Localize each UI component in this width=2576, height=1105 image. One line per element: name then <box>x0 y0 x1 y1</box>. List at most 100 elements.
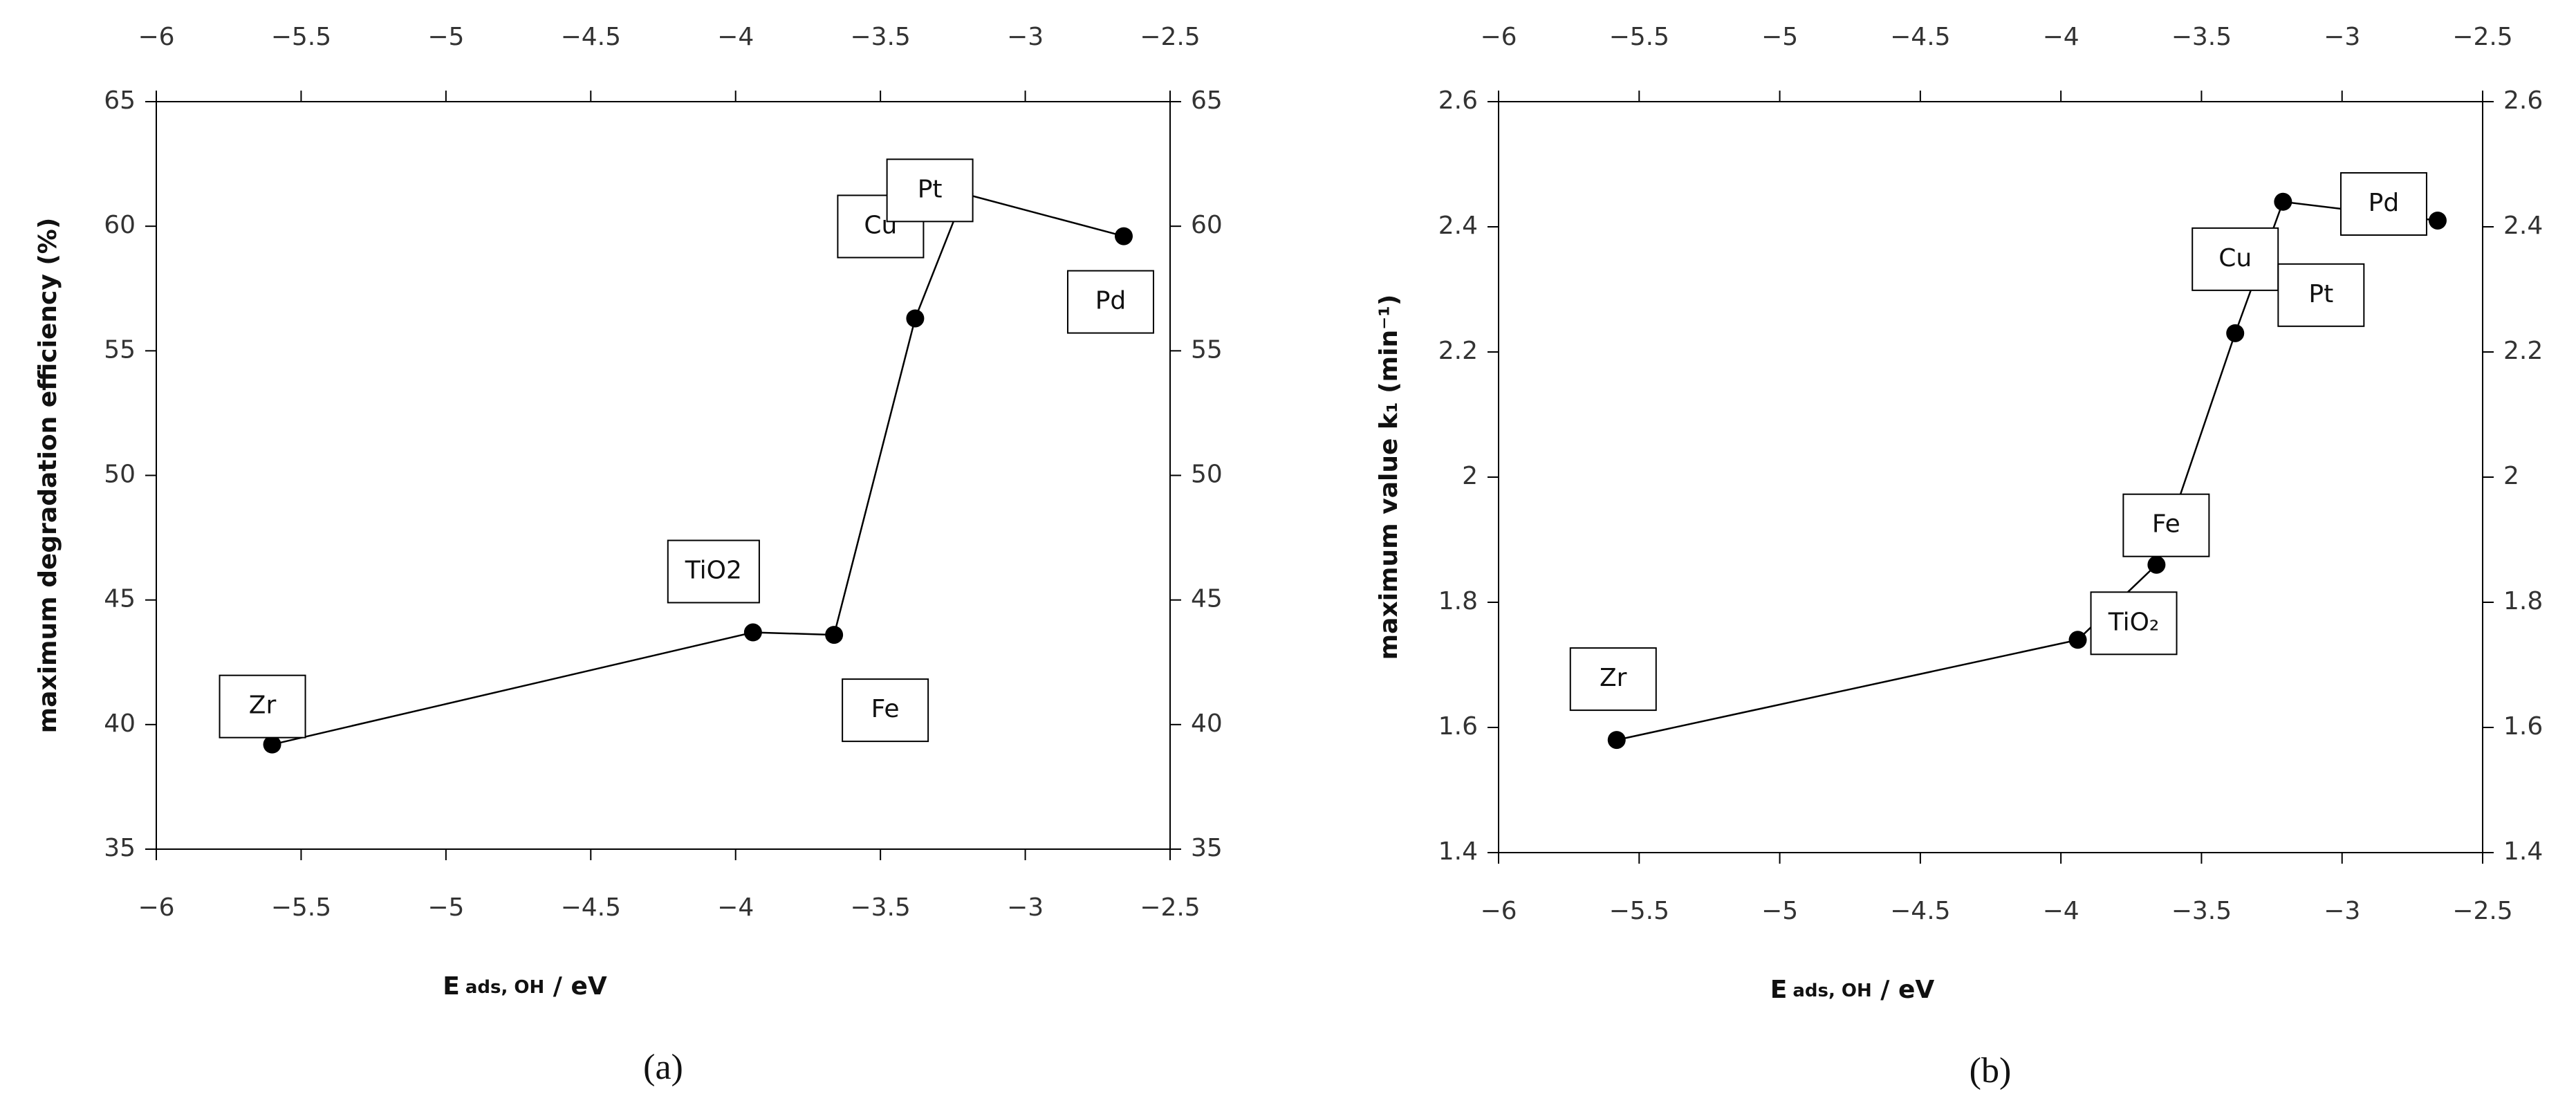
x-tick-label: −3 <box>1007 893 1044 922</box>
data-line <box>272 192 1124 745</box>
y-tick-label-right: 45 <box>1191 585 1223 613</box>
y-axis-label: maximum value k₁ (min⁻¹) <box>1375 295 1403 660</box>
y-tick-label: 65 <box>104 86 136 115</box>
point-label: Pt <box>918 175 943 203</box>
y-tick-label-right: 2 <box>2503 462 2519 490</box>
point-label: TiO2 <box>685 557 742 585</box>
x-tick-label: −2.5 <box>2452 897 2512 925</box>
plot-frame <box>156 101 1171 850</box>
panel-label: (b) <box>1970 1051 2012 1090</box>
x-axis-label-part: E <box>443 972 460 1001</box>
x-tick-label-top: −2.5 <box>1140 23 1200 51</box>
data-line <box>1616 201 2438 741</box>
label-box <box>219 674 306 739</box>
x-tick-label-top: −4.5 <box>561 23 621 51</box>
y-tick-label-right: 40 <box>1191 709 1223 738</box>
x-tick-label: −5.5 <box>1609 897 1669 925</box>
y-tick-label: 40 <box>104 709 136 738</box>
label-box <box>886 158 974 223</box>
data-point <box>2274 192 2292 211</box>
x-tick-label: −4.5 <box>1890 897 1950 925</box>
point-label: TiO₂ <box>2108 608 2160 636</box>
label-box <box>2122 493 2210 557</box>
x-tick-label-top: −4 <box>717 23 754 51</box>
y-tick-label-right: 65 <box>1191 86 1223 115</box>
x-tick-label-top: −3 <box>1007 23 1044 51</box>
point-label: Pt <box>2308 280 2333 308</box>
y-axis-label: maximum degradation efficiency (%) <box>34 218 62 734</box>
label-box <box>2192 227 2279 291</box>
data-point <box>906 309 925 328</box>
y-tick-label-right: 60 <box>1191 211 1223 239</box>
plot-frame <box>1498 101 2483 853</box>
y-tick-label: 1.4 <box>1438 837 1478 866</box>
chart-panel: −6 −6 −5.5 −5.5 −5 −5 −4.5 −4.5 −4 −4 −3.5 −3.5 −3 −3… <box>34 23 1223 1087</box>
data-point <box>2147 555 2166 574</box>
x-axis-label-part: / eV <box>1872 976 1935 1004</box>
x-tick-label: −6 <box>138 893 174 922</box>
x-tick-label-top: −3 <box>2324 23 2360 51</box>
label-box <box>2090 591 2178 656</box>
x-tick-label: −5 <box>1761 897 1798 925</box>
y-tick-label: 2.2 <box>1438 337 1478 365</box>
panel-label: (a) <box>643 1048 683 1087</box>
x-tick-label-top: −2.5 <box>2452 23 2512 51</box>
y-tick-label-right: 2.6 <box>2503 86 2543 115</box>
y-tick-label: 45 <box>104 585 136 613</box>
y-tick-label-right: 1.4 <box>2503 837 2543 866</box>
y-tick-label: 2.4 <box>1438 212 1478 240</box>
point-label: Pd <box>1095 287 1127 315</box>
data-point <box>825 626 844 644</box>
data-point <box>1114 227 1133 245</box>
x-tick-label-top: −4 <box>2043 23 2079 51</box>
x-tick-label: −3.5 <box>850 893 910 922</box>
point-label: Fe <box>2152 510 2180 539</box>
x-axis-label-part: ads, OH <box>465 977 544 998</box>
x-axis-label-part: ads, OH <box>1792 981 1871 1001</box>
y-tick-label: 2.6 <box>1438 86 1478 115</box>
y-tick-label-right: 55 <box>1191 335 1223 364</box>
x-tick-label-top: −3.5 <box>2171 23 2232 51</box>
x-tick-label-top: −6 <box>138 23 174 51</box>
x-tick-label: −5.5 <box>271 893 331 922</box>
label-box <box>842 678 929 743</box>
label-box <box>1569 647 1657 712</box>
x-tick-label: −4 <box>717 893 754 922</box>
label-box <box>667 539 760 604</box>
x-tick-label-top: −4.5 <box>1890 23 1950 51</box>
data-point <box>2428 211 2447 230</box>
x-tick-label-top: −5.5 <box>271 23 331 51</box>
y-tick-label-right: 2.2 <box>2503 337 2543 365</box>
label-box <box>2277 263 2365 327</box>
y-tick-label-right: 1.6 <box>2503 712 2543 741</box>
x-tick-label-top: −5 <box>427 23 464 51</box>
y-tick-label: 1.6 <box>1438 712 1478 741</box>
y-tick-label: 35 <box>104 834 136 862</box>
data-point <box>1607 731 1626 750</box>
point-label: Cu <box>2218 244 2252 272</box>
y-tick-label-right: 1.8 <box>2503 587 2543 615</box>
point-label: Zr <box>1600 664 1627 692</box>
y-tick-label: 2 <box>1462 462 1478 490</box>
data-point <box>743 623 762 642</box>
x-axis-label-part: / eV <box>544 972 607 1001</box>
y-tick-label: 50 <box>104 461 136 489</box>
x-tick-label: −4.5 <box>561 893 621 922</box>
x-tick-label: −6 <box>1480 897 1517 925</box>
x-axis-label-part: E <box>1770 976 1788 1004</box>
x-tick-label: −4 <box>2043 897 2079 925</box>
x-tick-label-top: −5 <box>1761 23 1798 51</box>
label-box <box>2339 171 2427 236</box>
x-tick-label-top: −3.5 <box>850 23 910 51</box>
y-tick-label: 55 <box>104 335 136 364</box>
data-point <box>2068 631 2087 649</box>
x-tick-label: −5 <box>427 893 464 922</box>
point-label: Zr <box>249 691 277 720</box>
x-tick-label: −2.5 <box>1140 893 1200 922</box>
y-tick-label: 1.8 <box>1438 587 1478 615</box>
chart-panel: −6 −6 −5.5 −5.5 −5 −5 −4.5 −4.5 −4 −4 −3.5 −3.5 −3 −3… <box>1375 23 2543 1090</box>
y-tick-label: 60 <box>104 211 136 239</box>
